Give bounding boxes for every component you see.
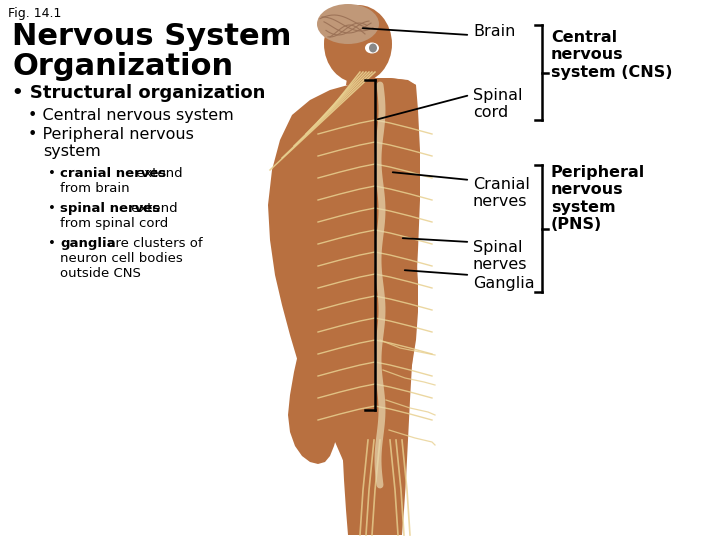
Text: Peripheral
nervous
system
(PNS): Peripheral nervous system (PNS)	[551, 165, 645, 232]
Text: Nervous System: Nervous System	[12, 22, 292, 51]
Text: from spinal cord: from spinal cord	[60, 217, 168, 230]
Text: • Central nervous system: • Central nervous system	[28, 108, 234, 123]
Ellipse shape	[317, 4, 379, 44]
Text: outside CNS: outside CNS	[60, 267, 141, 280]
Text: •: •	[48, 202, 56, 215]
Text: Brain: Brain	[473, 24, 516, 39]
Text: ganglia: ganglia	[60, 237, 116, 250]
Text: Spinal
cord: Spinal cord	[473, 88, 523, 120]
Text: extend: extend	[132, 167, 183, 180]
Polygon shape	[335, 78, 420, 535]
Ellipse shape	[365, 43, 379, 53]
Text: are clusters of: are clusters of	[103, 237, 202, 250]
Polygon shape	[268, 78, 418, 498]
Text: spinal nerves: spinal nerves	[60, 202, 160, 215]
Text: Ganglia: Ganglia	[473, 276, 535, 291]
Text: •: •	[48, 237, 56, 250]
Text: cranial nerves: cranial nerves	[60, 167, 166, 180]
Text: • Peripheral nervous: • Peripheral nervous	[28, 127, 194, 142]
Ellipse shape	[369, 44, 377, 52]
Text: • Structural organization: • Structural organization	[12, 84, 266, 102]
Text: Fig. 14.1: Fig. 14.1	[8, 7, 61, 20]
Text: extend: extend	[127, 202, 178, 215]
Text: Organization: Organization	[12, 52, 233, 81]
Polygon shape	[346, 72, 372, 85]
Text: Central
nervous
system (CNS): Central nervous system (CNS)	[551, 30, 672, 80]
Text: Spinal
nerves: Spinal nerves	[473, 240, 528, 272]
Ellipse shape	[324, 5, 392, 83]
Text: neuron cell bodies: neuron cell bodies	[60, 252, 183, 265]
Text: from brain: from brain	[60, 182, 130, 195]
Text: Cranial
nerves: Cranial nerves	[473, 177, 530, 210]
Text: system: system	[43, 144, 101, 159]
Polygon shape	[288, 90, 350, 464]
Text: •: •	[48, 167, 56, 180]
